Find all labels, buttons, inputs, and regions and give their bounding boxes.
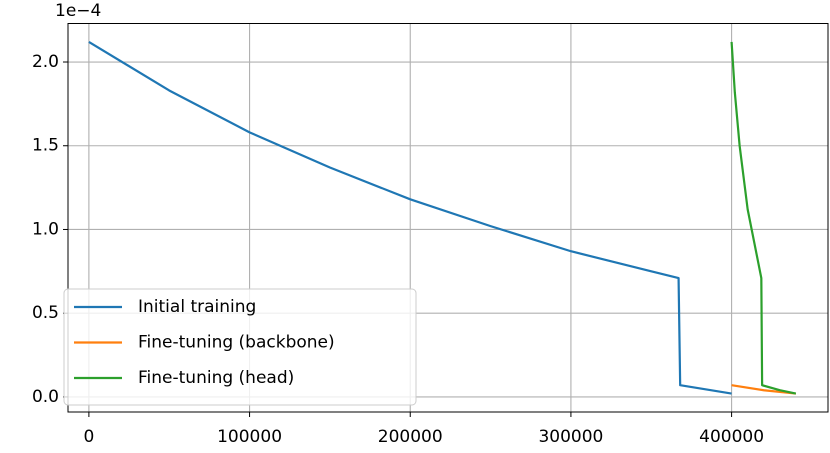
x-tick-label: 300000: [538, 427, 603, 447]
legend: Initial training Fine-tuning (backbone) Fi…: [63, 288, 417, 406]
plot-frame: [67, 23, 829, 413]
y-tick-label: 0.5: [32, 303, 59, 323]
x-tick-label: 0: [83, 427, 94, 447]
series-line: [730, 41, 797, 395]
series-line: [88, 40, 732, 395]
y-tick-label: 2.0: [32, 52, 59, 72]
y-tick-label: 1.0: [32, 219, 59, 239]
y-tick-label: 1.5: [32, 136, 59, 156]
legend-label: Fine-tuning (head): [138, 368, 294, 388]
x-tick-label: 400000: [699, 427, 764, 447]
legend-label: Fine-tuning (backbone): [138, 333, 335, 353]
y-tick-label: 0.0: [32, 387, 59, 407]
y-offset-label: 1e−4: [55, 1, 101, 21]
x-tick-label: 100000: [217, 427, 282, 447]
legend-label: Initial training: [138, 297, 256, 317]
x-tick-label: 200000: [378, 427, 443, 447]
legend-box: [63, 288, 417, 406]
